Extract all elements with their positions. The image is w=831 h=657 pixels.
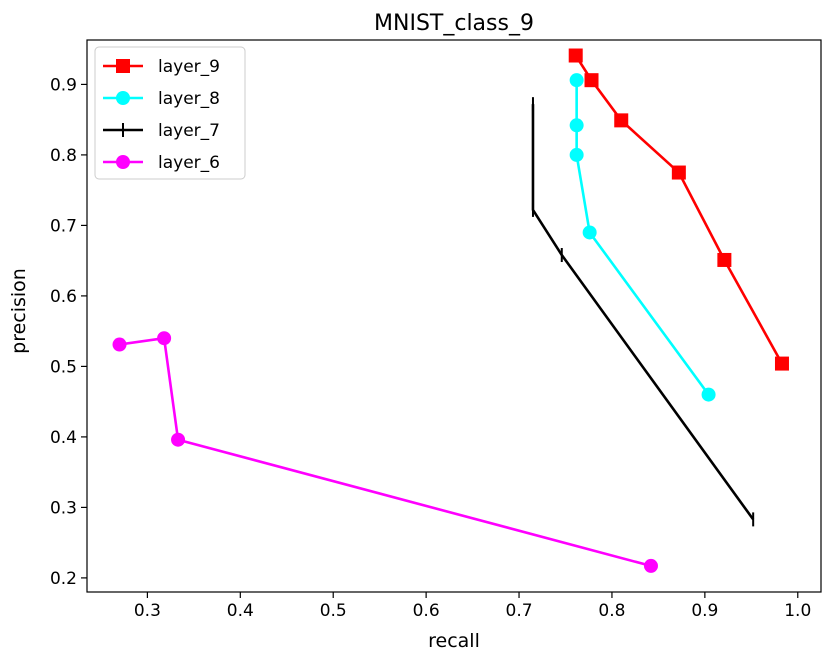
series-line-layer_7 (531, 104, 755, 521)
legend-box (94, 46, 246, 180)
data-point (614, 113, 629, 128)
series-line-layer_8 (575, 80, 710, 396)
data-point (774, 356, 789, 371)
y-tick-label: 0.5 (50, 357, 77, 377)
x-tick-label: 0.9 (691, 601, 718, 621)
legend-label: layer_7 (158, 121, 220, 141)
x-tick-label: 0.4 (227, 601, 254, 621)
series-layer_8 (569, 73, 716, 402)
chart-title: MNIST_class_9 (374, 11, 534, 36)
x-tick-label: 0.6 (413, 601, 440, 621)
data-point (157, 331, 172, 346)
y-tick-label: 0.8 (50, 146, 77, 166)
y-tick-label: 0.2 (50, 569, 77, 589)
axes-frame (86, 39, 822, 593)
data-point (717, 252, 732, 267)
legend-label: layer_6 (158, 153, 220, 173)
series-layer_7 (531, 97, 755, 527)
x-tick-label: 1.0 (784, 601, 811, 621)
series-layer_6 (112, 331, 658, 573)
data-point (569, 147, 584, 162)
data-point (569, 118, 584, 133)
legend-entry-layer_9: layer_9 (103, 57, 220, 77)
x-tick-label: 0.7 (506, 601, 533, 621)
data-point (568, 48, 583, 63)
series-layer (112, 48, 789, 573)
legend: layer_9 layer_8 layer_7 layer_6 (94, 46, 246, 180)
axis-ticks: 0.3 0.4 0.5 0.6 0.7 0.8 0.9 1.0 0.2 0.3 0.4 0.5 0.6 0… (50, 75, 811, 621)
x-tick-label: 0.3 (134, 601, 161, 621)
data-point (569, 73, 584, 88)
legend-entry-layer_6: layer_6 (103, 153, 220, 173)
legend-label: layer_8 (158, 89, 220, 109)
series-layer_9 (568, 48, 789, 371)
data-point (112, 337, 127, 352)
y-tick-label: 0.6 (50, 287, 77, 307)
y-tick-label: 0.7 (50, 216, 77, 236)
data-point (582, 225, 597, 240)
data-point (643, 558, 658, 573)
legend-label: layer_9 (158, 57, 220, 77)
y-tick-label: 0.4 (50, 428, 77, 448)
x-tick-label: 0.8 (598, 601, 625, 621)
x-axis-label: recall (428, 630, 480, 652)
series-line-layer_6 (119, 336, 652, 568)
y-tick-label: 0.3 (50, 498, 77, 518)
legend-marker (116, 59, 130, 73)
data-point (671, 165, 686, 180)
legend-entry-layer_7: layer_7 (103, 121, 220, 141)
legend-marker (116, 91, 130, 105)
legend-entry-layer_8: layer_8 (103, 89, 220, 109)
data-point (701, 387, 716, 402)
x-tick-label: 0.5 (320, 601, 347, 621)
legend-marker (116, 155, 130, 169)
data-point (584, 73, 599, 88)
y-tick-label: 0.9 (50, 75, 77, 95)
y-axis-label: precision (8, 268, 30, 354)
data-point (171, 432, 186, 447)
